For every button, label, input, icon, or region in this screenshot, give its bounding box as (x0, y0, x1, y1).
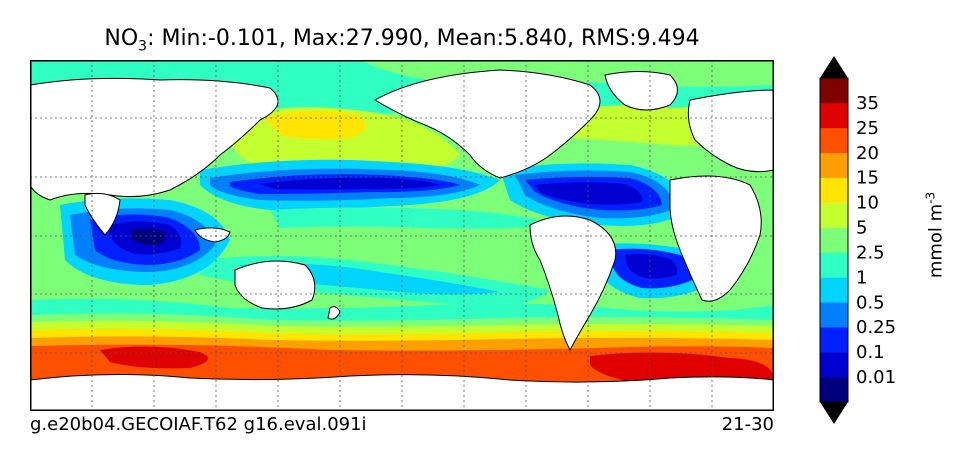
colorbar-swatch (820, 78, 848, 104)
colorbar-labels: 0.01 0.1 0.25 0.5 1 2.5 5 10 15 20 25 35 (856, 93, 896, 388)
depth-range-label: 21-30 (721, 414, 774, 435)
equatorial-pacific-cyan (270, 207, 550, 229)
colorbar-frame (819, 77, 849, 403)
pacific-north-darkblue (260, 177, 440, 190)
colorbar-tick-label: 25 (856, 118, 879, 139)
land-new-zealand (327, 306, 341, 320)
colorbar-tick-label: 2.5 (856, 242, 885, 263)
colorbar-swatch (820, 102, 848, 129)
unit-prefix: mmol m (925, 203, 947, 279)
run-id-label: g.e20b04.GECOIAF.T62 g16.eval.091i (30, 414, 367, 435)
colorbar-tick-label: 0.01 (856, 367, 896, 388)
map-frame (30, 60, 774, 411)
colorbar-tick-label: 10 (856, 193, 879, 214)
colorbar-swatch (820, 277, 848, 303)
colorbar-swatch (820, 177, 848, 203)
unit-exponent: -3 (923, 191, 938, 204)
colorbar-swatch (820, 127, 848, 154)
north-atlantic-darkblue (535, 182, 643, 205)
colorbar-unit-label: mmol m-3 (924, 192, 947, 278)
colorbar-swatch (820, 352, 848, 378)
colorbar-extend-high (820, 56, 848, 78)
land-south-america (529, 215, 617, 352)
colorbar-swatches (819, 56, 849, 424)
title-variable: NO (104, 26, 139, 51)
colorbar: 0.01 0.1 0.25 0.5 1 2.5 5 10 15 20 25 35 (819, 56, 896, 424)
colorbar-tick-label: 35 (856, 93, 879, 114)
land-africa (669, 175, 762, 302)
colorbar-tick-label: 15 (856, 168, 879, 189)
land-greenland (604, 71, 678, 111)
colorbar-swatch (820, 152, 848, 178)
southern-band-red-west (100, 346, 208, 369)
colorbar-swatch (820, 302, 848, 328)
colorbar-tick-label: 0.25 (856, 317, 896, 338)
colorbar-swatch (820, 252, 848, 278)
map-title: NO3: Min:-0.101, Max:27.990, Mean:5.840,… (30, 26, 774, 54)
colorbar-swatch (820, 327, 848, 353)
ocean-nitrate-map (30, 60, 774, 411)
land-australia (234, 260, 316, 310)
land-north-america (374, 69, 601, 179)
colorbar-tick-label: 0.5 (856, 292, 885, 313)
colorbar-tick-label: 0.1 (856, 342, 885, 363)
south-atlantic-darkblue (625, 254, 678, 279)
grid-lines (30, 60, 774, 411)
land-india (84, 192, 121, 236)
colorbar-swatch (820, 227, 848, 253)
title-stats: : Min:-0.101, Max:27.990, Mean:5.840, RM… (147, 26, 700, 51)
land-indonesia (194, 227, 231, 243)
land-europe (687, 89, 774, 173)
colorbar-tick-label: 1 (856, 267, 867, 288)
colorbar-swatch (820, 377, 848, 403)
colorbar-swatch (820, 202, 848, 228)
land-eurasia (30, 77, 279, 201)
title-subscript: 3 (138, 38, 148, 55)
colorbar-tick-label: 5 (856, 218, 867, 239)
indian-ocean-navy (130, 228, 166, 246)
colorbar-tick-label: 20 (856, 143, 879, 164)
colorbar-extend-low (820, 402, 848, 424)
